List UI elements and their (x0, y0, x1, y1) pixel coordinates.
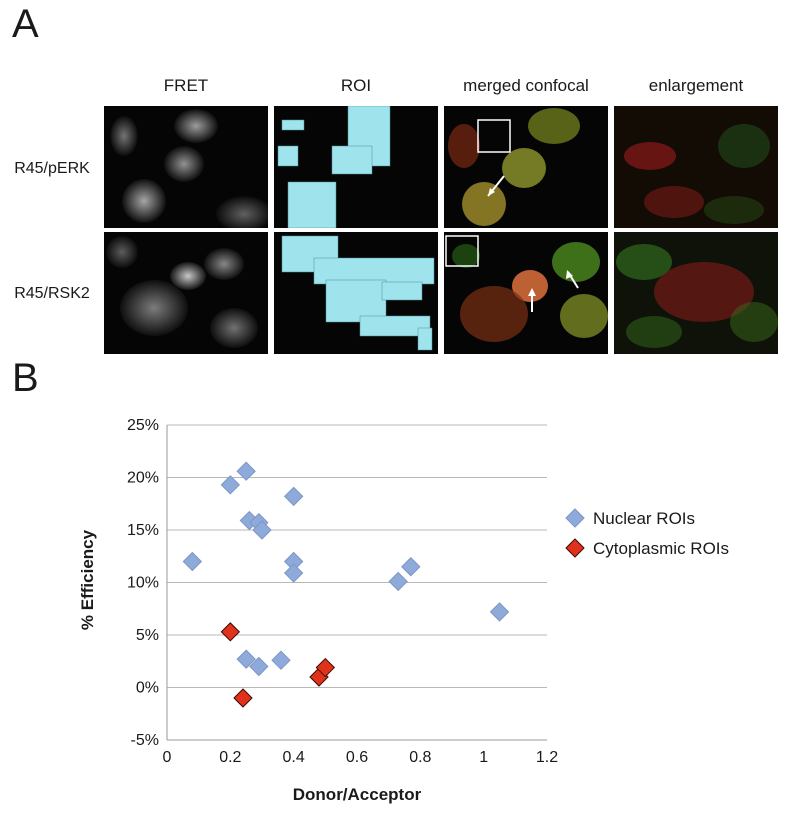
merged-confocal-image-rsk2 (444, 232, 608, 354)
y-tick-label: 20% (127, 470, 159, 487)
column-label-merged-confocal: merged confocal (463, 76, 589, 95)
nuclear-roi-point (236, 461, 256, 481)
data-points (182, 461, 510, 708)
panel-a-letter: A (12, 2, 39, 46)
efficiency-scatter-chart: -5% 0% 5% 10% 15% 20% 25% 0 0.2 0.4 0.6 0.8 1 1.2 Don… (78, 417, 729, 804)
fret-image-rsk2 (104, 232, 268, 354)
nuclear-roi-point (401, 557, 421, 577)
nuclear-roi-point (283, 486, 304, 507)
legend-label: Nuclear ROIs (593, 509, 695, 528)
y-tick-label: 5% (136, 627, 159, 644)
axes (166, 425, 547, 741)
roi-image-rsk2 (274, 232, 438, 354)
column-label-enlargement: enlargement (648, 76, 744, 95)
legend: Nuclear ROIs Cytoplasmic ROIs (565, 508, 729, 558)
nuclear-roi-point (182, 551, 203, 572)
x-tick-label: 0.4 (283, 749, 305, 766)
column-label-roi: ROI (340, 76, 372, 95)
cytoplasmic-roi-point (315, 657, 336, 678)
merged-confocal-image-perk (444, 106, 608, 228)
row-label-r45-rsk2: R45/RSK2 (14, 285, 90, 302)
row-label-r45-perk: R45/pERK (14, 160, 90, 177)
x-axis-title: Donor/Acceptor (293, 785, 422, 804)
panel-b-letter: B (12, 356, 39, 400)
legend-marker (565, 508, 585, 528)
roi-image-perk (274, 106, 438, 228)
y-tick-label: 10% (127, 575, 159, 592)
nuclear-roi-point (271, 650, 291, 670)
nuclear-roi-point (489, 602, 510, 622)
nuclear-roi-point (220, 475, 241, 495)
legend-label: Cytoplasmic ROIs (593, 539, 729, 558)
fret-image-perk (104, 106, 268, 228)
nuclear-roi-point (388, 571, 408, 592)
enlargement-image-perk (614, 106, 778, 228)
x-tick-label: 1.2 (536, 749, 558, 766)
x-tick-label: 0 (163, 749, 172, 766)
legend-marker (565, 538, 585, 558)
nuclear-roi-point (252, 520, 272, 540)
x-tick-label: 0.2 (219, 749, 241, 766)
y-tick-label: 25% (127, 417, 159, 434)
x-tick-label: 1 (479, 749, 488, 766)
column-label-fret: FRET (163, 76, 209, 95)
nuclear-roi-point (236, 649, 256, 669)
x-tick-label: 0.6 (346, 749, 368, 766)
x-tick-label: 0.8 (409, 749, 431, 766)
cytoplasmic-roi-point (220, 622, 241, 642)
nuclear-roi-point (283, 563, 304, 583)
tick-labels: -5% 0% 5% 10% 15% 20% 25% 0 0.2 0.4 0.6 0.8 1 1.2 (127, 417, 558, 766)
y-tick-label: -5% (131, 732, 159, 749)
grid-lines (167, 424, 547, 688)
y-axis-title: % Efficiency (78, 529, 97, 630)
y-tick-label: 15% (127, 522, 159, 539)
y-tick-label: 0% (136, 680, 159, 697)
nuclear-roi-point (249, 656, 269, 677)
cytoplasmic-roi-point (233, 688, 253, 708)
enlargement-image-rsk2 (614, 232, 778, 354)
